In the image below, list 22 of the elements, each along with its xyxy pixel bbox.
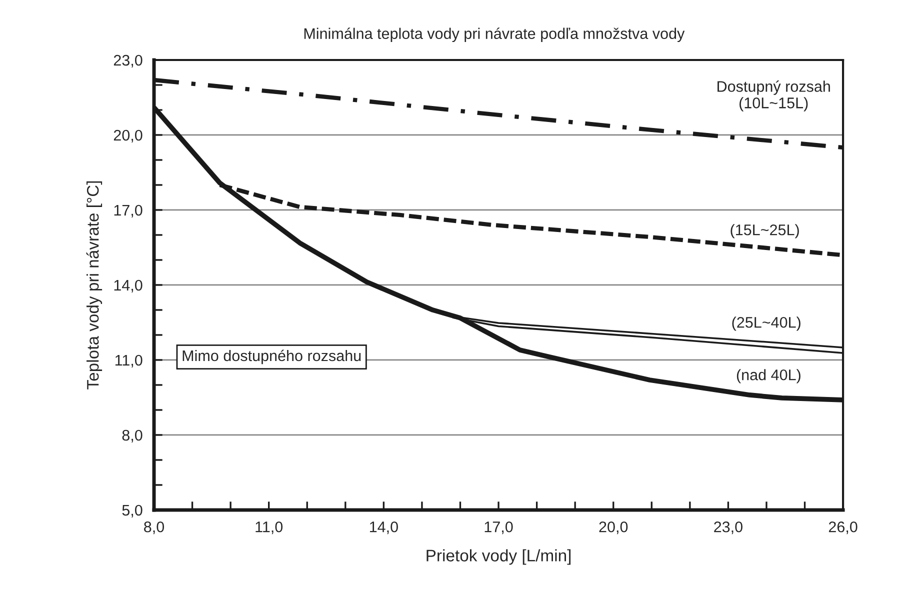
x-tick-label: 26,0 [828, 521, 858, 534]
x-tick-label: 20,0 [599, 521, 628, 534]
x-axis-title: Prietok vody [L/min] [426, 549, 571, 565]
chart-title: Minimálna teplota vody pri návrate podľa množstva vody [304, 28, 685, 42]
y-tick-label: 17,0 [114, 204, 142, 218]
x-tick-label: 8,0 [144, 521, 164, 534]
x-tick-label: 14,0 [370, 521, 398, 534]
series-label: (nad 40L) [736, 369, 800, 384]
annotation: Mimo dostupného rozsahu [182, 350, 361, 364]
series-label: Dostupný rozsah (10L~15L) [718, 80, 830, 112]
y-tick-label: 8,0 [122, 430, 142, 442]
series-label: (15L~25L) [730, 224, 799, 238]
y-tick-label: 20,0 [114, 130, 142, 142]
y-tick-label: 23,0 [114, 54, 142, 68]
y-tick-label: 5,0 [122, 504, 142, 518]
y-tick-label: 11,0 [115, 354, 142, 368]
y-tick-label: 14,0 [114, 280, 142, 292]
x-tick-label: 11,0 [256, 521, 283, 534]
series-label: (25L~40L) [732, 316, 800, 331]
y-axis-title: Teplota vody pri návrate [°C] [86, 181, 102, 390]
x-tick-label: 17,0 [484, 521, 513, 534]
x-tick-label: 23,0 [714, 521, 742, 534]
